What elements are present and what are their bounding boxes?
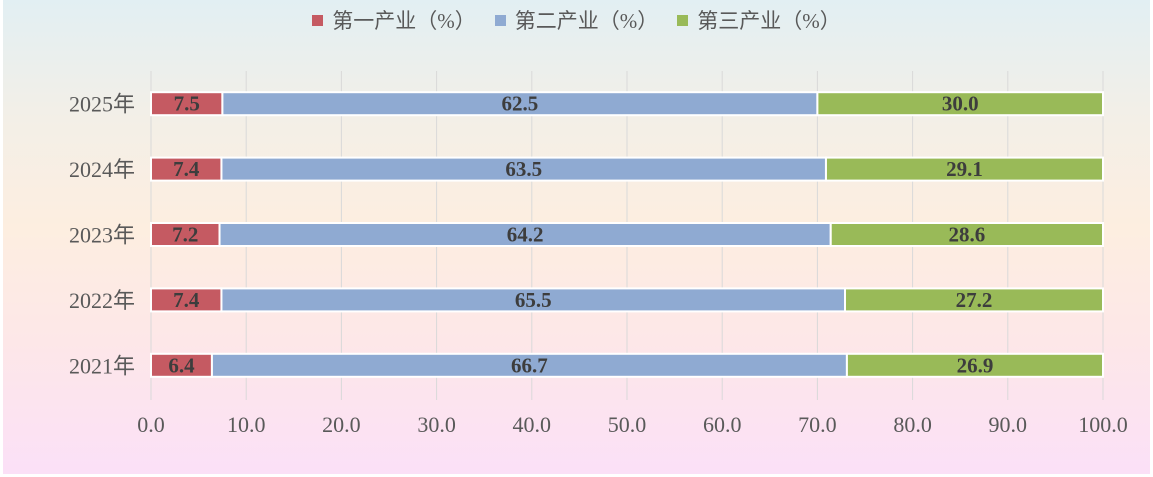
legend-item-primary-industry: 第一产业（%） [312,5,476,35]
data-label-series-3-2023: 28.6 [948,223,985,247]
x-tick-label: 0.0 [137,412,165,437]
bar-segment-series-3-2021 [845,352,1104,378]
legend-label-tertiary-industry: 第三产业（%） [697,9,841,33]
bars [150,91,1105,378]
data-label-series-2-2025: 62.5 [502,92,539,116]
data-label-series-1-2022: 7.4 [173,288,200,312]
x-tick-label: 80.0 [893,412,932,437]
legend-item-tertiary-industry: 第三产业（%） [677,5,841,35]
y-category-label: 2021年 [69,353,135,378]
y-category-label: 2025年 [69,92,135,117]
bar-segment-series-3-2024 [824,156,1105,182]
x-tick-label: 10.0 [227,412,266,437]
y-category-label: 2023年 [69,223,135,248]
data-label-series-1-2025: 7.5 [174,92,200,116]
data-label-series-1-2024: 7.4 [173,157,200,181]
x-tick-label: 100.0 [1078,412,1128,437]
data-label-series-3-2024: 29.1 [946,157,983,181]
data-label-series-2-2023: 64.2 [507,223,544,247]
x-tick-label: 60.0 [703,412,742,437]
bar-segment-series-3-2022 [844,287,1104,313]
x-tick-label: 50.0 [608,412,647,437]
data-labels: 7.5 62.5 30.0 7.4 63.5 29.1 7.2 64.2 28.6 7.4 65.5… [168,92,993,378]
data-label-series-1-2023: 7.2 [172,223,198,247]
x-axis-labels: 0.0 10.0 20.0 30.0 40.0 50.0 60.0 70.0 80.0 90.0 1… [137,412,1128,437]
bar-segment-series-3-2023 [829,222,1105,247]
x-tick-label: 90.0 [989,412,1028,437]
data-label-series-1-2021: 6.4 [168,353,195,377]
legend-swatch-primary-industry [312,14,324,26]
legend: 第一产业（%） 第二产业（%） 第三产业（%） [0,5,1153,35]
y-axis-labels: 2025年 2024年 2023年 2022年 2021年 [69,92,135,379]
legend-item-secondary-industry: 第二产业（%） [494,5,659,35]
data-label-series-3-2025: 30.0 [942,92,979,116]
y-category-label: 2022年 [69,288,135,313]
legend-swatch-tertiary-industry [677,14,689,26]
x-tick-label: 30.0 [417,412,456,437]
y-category-label: 2024年 [69,157,135,182]
x-tick-label: 70.0 [798,412,837,437]
data-label-series-2-2024: 63.5 [505,157,542,181]
data-label-series-2-2021: 66.7 [511,353,548,377]
legend-swatch-secondary-industry [494,14,506,26]
x-tick-label: 20.0 [322,412,361,437]
legend-label-secondary-industry: 第二产业（%） [514,9,659,33]
x-tick-label: 40.0 [513,412,552,437]
data-label-series-3-2021: 26.9 [957,353,994,377]
bar-segment-series-3-2025 [816,91,1105,117]
legend-label-primary-industry: 第一产业（%） [332,9,476,33]
data-label-series-2-2022: 65.5 [515,288,552,312]
data-label-series-3-2022: 27.2 [956,288,993,312]
